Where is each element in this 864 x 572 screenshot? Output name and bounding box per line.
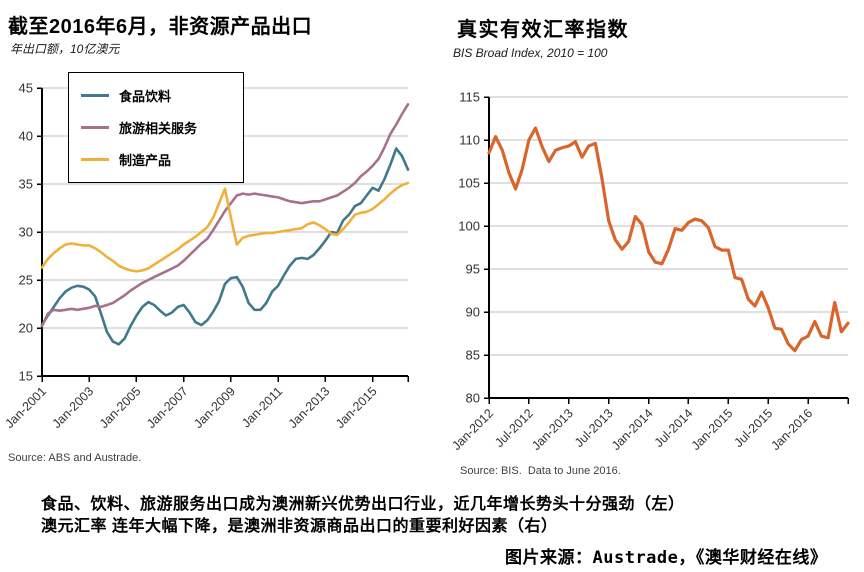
- image-credit-line: 图片来源：Austrade，《澳华财经在线》: [505, 548, 828, 568]
- tourism-services-line-swatch: [81, 125, 109, 129]
- x-tick-label: Jan-2013: [286, 384, 333, 431]
- x-tick-label: Jan-2007: [144, 384, 191, 431]
- y-tick-label: 110: [459, 133, 480, 148]
- y-tick-label: 115: [459, 90, 480, 105]
- left-chart-title: 截至2016年6月，非资源产品出口: [8, 16, 313, 38]
- food-beverage-line-swatch: [81, 93, 109, 97]
- x-tick-label: Jan-2012: [449, 406, 496, 453]
- right-chart-title: 真实有效汇率指数: [457, 19, 629, 41]
- y-tick-label: 25: [19, 273, 33, 288]
- x-tick-label: Jan-2009: [191, 384, 238, 431]
- y-tick-label: 80: [466, 391, 480, 406]
- y-tick-label: 30: [19, 225, 33, 240]
- x-tick-label: Jan-2003: [50, 384, 97, 431]
- legend-label: 旅游相关服务: [119, 120, 198, 136]
- legend-label: 制造产品: [119, 153, 172, 169]
- series-line-0-食品饮料: [40, 147, 410, 346]
- x-tick-label: Jan-2005: [97, 384, 144, 431]
- y-tick-label: 45: [19, 81, 33, 96]
- legend-item-food-beverage: 食品饮料: [81, 86, 243, 105]
- y-tick-label: 90: [466, 305, 480, 320]
- legend-label: 食品饮料: [119, 88, 172, 104]
- y-tick-label: 85: [466, 348, 480, 363]
- y-tick-label: 15: [19, 369, 33, 384]
- y-tick-label: 100: [458, 219, 480, 234]
- left-chart-source: Source: ABS and Austrade.: [8, 452, 142, 464]
- manufactured-line-swatch: [81, 158, 109, 162]
- x-tick-label: Jan-2001: [2, 384, 49, 431]
- left-chart-subtitle: 年出口额，10亿澳元: [10, 42, 120, 56]
- y-tick-label: 40: [19, 129, 33, 144]
- right-chart-plot: 80859095100105110115Jan-2012Jul-2012Jan-…: [449, 90, 850, 453]
- y-tick-label: 35: [19, 177, 33, 192]
- series-line-0-BIS Broad Index: [487, 126, 850, 353]
- y-tick-label: 105: [458, 176, 480, 191]
- x-tick-label: Jan-2014: [609, 406, 656, 453]
- right-chart-source: Source: BIS. Data to June 2016.: [460, 465, 621, 477]
- caption-line-2: 澳元汇率 连年大幅下降，是澳洲非资源商品出口的重要利好因素（右）: [41, 518, 558, 535]
- right-chart-subtitle: BIS Broad Index, 2010 = 100: [453, 46, 608, 60]
- y-tick-label: 95: [466, 262, 480, 277]
- x-tick-label: Jan-2013: [529, 406, 576, 453]
- x-tick-label: Jan-2015: [689, 406, 736, 453]
- legend-item-tourism-services: 旅游相关服务: [81, 118, 243, 137]
- left-chart-legend: 食品饮料 旅游相关服务 制造产品: [68, 72, 244, 183]
- series-line-1-旅游相关服务: [40, 103, 410, 328]
- series-line-2-制造产品: [40, 181, 410, 273]
- x-tick-label: Jan-2011: [239, 384, 285, 430]
- caption-line-1: 食品、饮料、旅游服务出口成为澳洲新兴优势出口行业，近几年增长势头十分强劲（左）: [41, 496, 685, 513]
- y-tick-label: 20: [19, 321, 33, 336]
- legend-item-manufactured: 制造产品: [81, 150, 243, 169]
- x-tick-label: Jan-2015: [333, 384, 380, 431]
- x-tick-label: Jan-2016: [768, 406, 815, 453]
